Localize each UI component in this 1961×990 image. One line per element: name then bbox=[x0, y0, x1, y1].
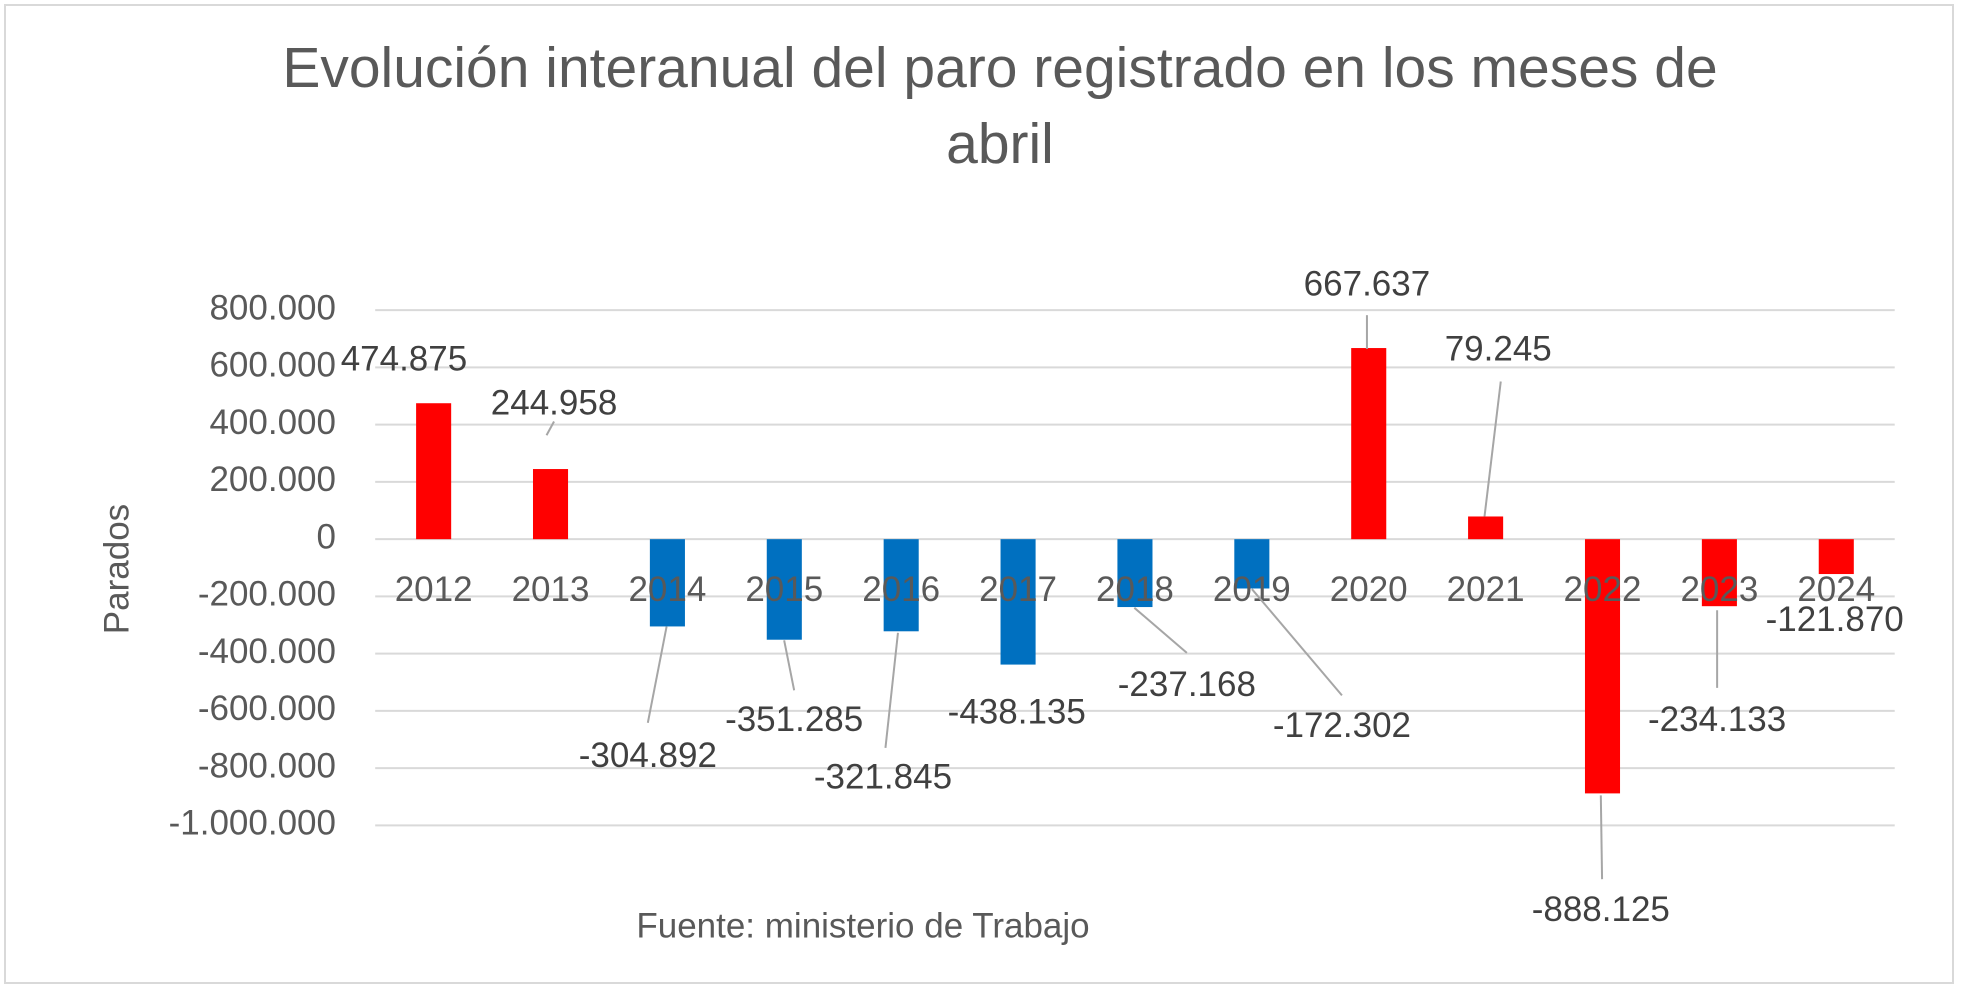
x-tick-label: 2020 bbox=[1330, 570, 1408, 609]
data-label: -237.168 bbox=[1118, 665, 1256, 704]
leader-line bbox=[646, 626, 668, 724]
y-tick-label: 600.000 bbox=[209, 346, 336, 385]
data-label: 79.245 bbox=[1445, 330, 1552, 369]
bar bbox=[1468, 516, 1504, 540]
x-tick-label: 2022 bbox=[1564, 570, 1642, 609]
y-tick-label: 800.000 bbox=[209, 288, 336, 327]
y-tick-label: 400.000 bbox=[209, 403, 336, 442]
x-tick-label: 2013 bbox=[512, 570, 590, 609]
x-tick-label: 2017 bbox=[979, 570, 1057, 609]
x-tick-label: 2018 bbox=[1096, 570, 1174, 609]
x-tick-label: 2021 bbox=[1447, 570, 1525, 609]
bar bbox=[1351, 348, 1387, 540]
bar bbox=[883, 539, 919, 632]
data-label: -438.135 bbox=[948, 692, 1086, 731]
x-tick-label: 2016 bbox=[862, 570, 940, 609]
bar bbox=[766, 539, 802, 640]
x-tick-label: 2014 bbox=[628, 570, 706, 609]
y-tick-label: -400.000 bbox=[198, 632, 336, 671]
data-label: -321.845 bbox=[814, 757, 952, 796]
bar bbox=[1584, 539, 1621, 794]
y-tick-label: 200.000 bbox=[209, 460, 336, 499]
chart-title: Evolución interanual del paro registrado… bbox=[282, 36, 1718, 176]
bar bbox=[416, 403, 452, 540]
x-tick-label: 2015 bbox=[745, 570, 823, 609]
x-tick-label: 2024 bbox=[1797, 570, 1875, 609]
bar bbox=[532, 469, 569, 540]
data-label: -234.133 bbox=[1648, 700, 1786, 739]
bar bbox=[1701, 539, 1737, 607]
data-label: -351.285 bbox=[725, 700, 863, 739]
leader-line bbox=[1483, 381, 1502, 517]
leader-line bbox=[783, 640, 796, 691]
y-tick-label: -800.000 bbox=[198, 746, 336, 785]
data-label: -304.892 bbox=[579, 736, 717, 775]
y-tick-label: 0 bbox=[317, 517, 336, 556]
data-label: -888.125 bbox=[1532, 890, 1670, 929]
data-label: -121.870 bbox=[1766, 600, 1904, 639]
data-label: 474.875 bbox=[341, 340, 468, 379]
bar bbox=[1117, 539, 1153, 608]
leader-line bbox=[545, 420, 555, 436]
data-label: -172.302 bbox=[1273, 706, 1411, 745]
leader-line bbox=[1251, 588, 1343, 697]
y-tick-label: -600.000 bbox=[198, 689, 336, 728]
bar bbox=[649, 539, 685, 627]
y-tick-label: -200.000 bbox=[198, 575, 336, 614]
source-note: Fuente: ministerio de Trabajo bbox=[636, 906, 1089, 945]
chart-border bbox=[4, 4, 1954, 984]
bar bbox=[1818, 539, 1854, 575]
y-tick-label: -1.000.000 bbox=[169, 804, 336, 843]
bar bbox=[1234, 539, 1270, 589]
leader-line bbox=[1133, 607, 1188, 654]
x-tick-label: 2012 bbox=[395, 570, 473, 609]
data-label: 667.637 bbox=[1304, 265, 1431, 304]
leader-line bbox=[1599, 795, 1604, 880]
bar bbox=[1000, 539, 1036, 665]
x-tick-label: 2023 bbox=[1680, 570, 1758, 609]
y-axis-title: Parados bbox=[97, 504, 136, 634]
data-label: 244.958 bbox=[491, 383, 618, 422]
leader-line bbox=[884, 632, 899, 748]
